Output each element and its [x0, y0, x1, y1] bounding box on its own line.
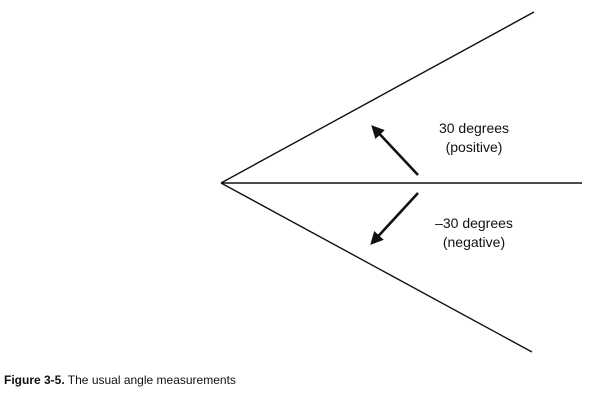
figure-caption-label: Figure 3-5. [4, 373, 65, 387]
negative-angle-sign: (negative) [443, 234, 505, 250]
positive-angle-sign: (positive) [446, 139, 503, 155]
positive-rotation-arrow [371, 125, 419, 176]
positive-angle-value: 30 degrees [439, 120, 509, 136]
negative-rotation-arrow [370, 192, 419, 245]
negative-angle-ray [220, 182, 533, 353]
figure-caption-text: The usual angle measurements [64, 373, 236, 387]
negative-angle-value: –30 degrees [435, 215, 513, 231]
figure-caption: Figure 3-5. The usual angle measurements [4, 373, 236, 387]
positive-angle-ray [220, 11, 535, 184]
